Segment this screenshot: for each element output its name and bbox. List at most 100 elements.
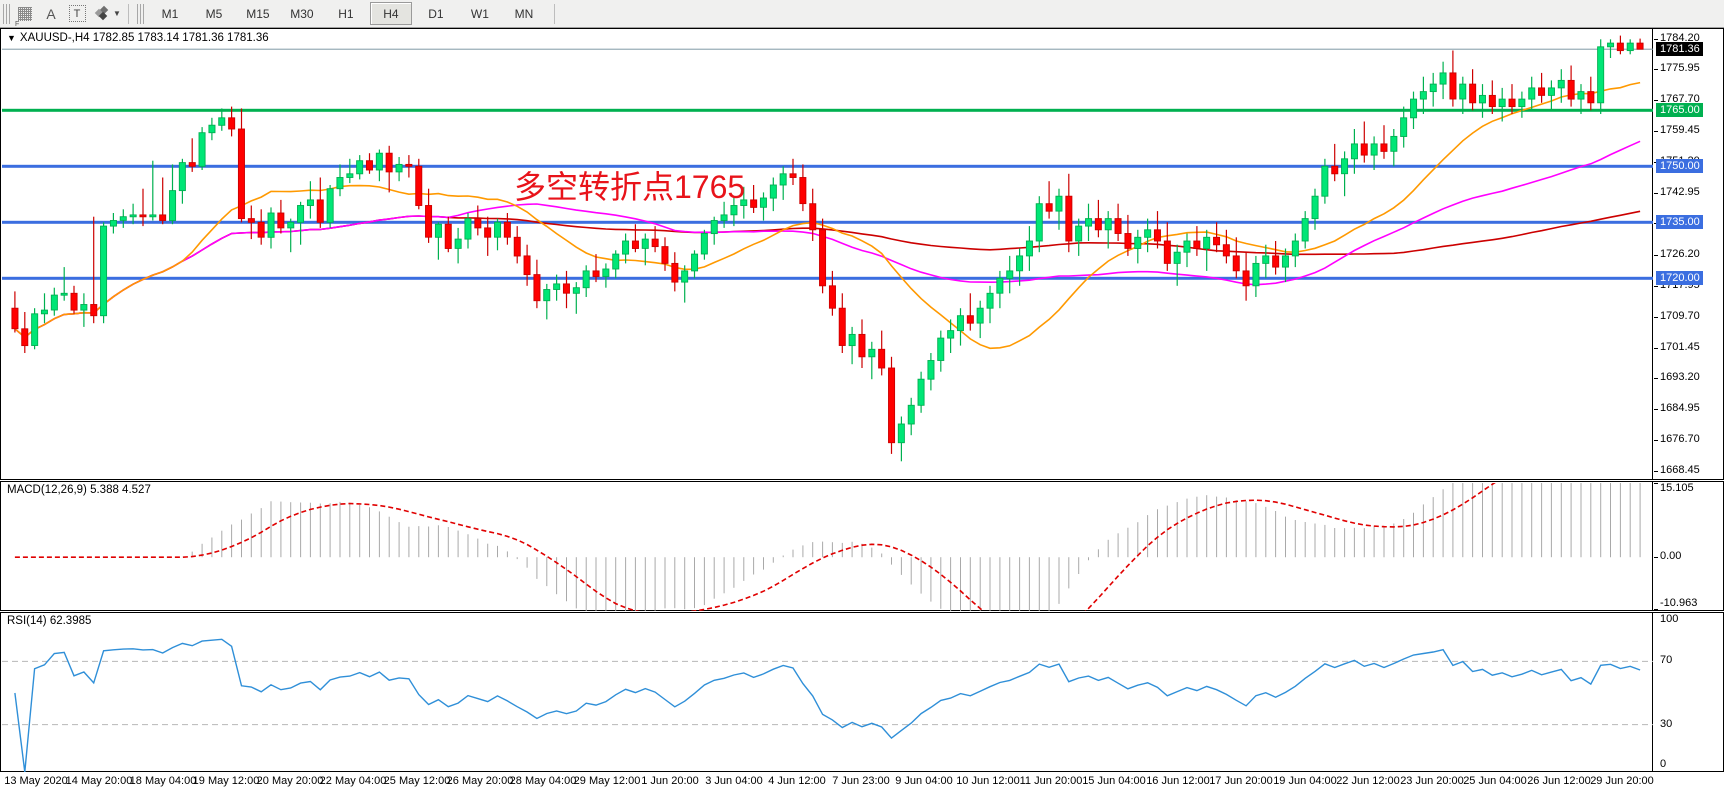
price-tick-label: 1676.70 [1660,433,1700,445]
price-tick-label: 1668.45 [1660,464,1700,476]
rsi-tick-label: 30 [1660,718,1673,730]
rsi-plot-area[interactable] [2,614,1653,772]
period-button-mn[interactable]: MN [514,6,534,21]
time-axis-label: 20 May 20:00 [256,775,324,787]
macd-panel[interactable]: 15.105 0.00 -10.963 MACD(12,26,9) 5.388 4.… [0,481,1724,611]
ma-mid-line [14,140,1641,339]
price-tick-mark [1654,409,1658,410]
period-button-m30[interactable]: M30 [290,6,314,21]
time-axis-label: 15 Jun 04:00 [1082,775,1146,787]
rsi-panel[interactable]: 100 70 30 0 RSI(14) 62.3985 [0,612,1724,772]
time-axis-label: 7 Jun 23:00 [832,775,890,787]
period-button-h4[interactable]: H4 [369,2,412,25]
period-button-d1[interactable]: D1 [428,6,444,21]
macd-signal-line [14,483,1496,611]
price-tick-label: 1742.95 [1660,186,1700,198]
macd-axis: 15.105 0.00 -10.963 [1654,482,1723,610]
time-axis-label: 19 May 12:00 [192,775,260,787]
macd-header: MACD(12,26,9) 5.388 4.527 [7,484,151,496]
price-tick-mark [1654,440,1658,441]
time-axis: 13 May 2020 14 May 20:00 18 May 04:00 19 Ma… [0,773,1724,793]
toolbar: A T ▼ M1 M5 M15 M30 H1 H4 D1 W1 MN [0,0,1724,28]
time-axis-label: 22 Jun 12:00 [1336,775,1400,787]
time-axis-label: 3 Jun 04:00 [705,775,763,787]
price-axis-divider [1652,29,1653,479]
macd-plot-area[interactable] [2,483,1653,611]
toolbar-grip-2[interactable] [136,3,144,24]
price-tick-label: 1726.20 [1660,248,1700,260]
price-tick-label: 1775.95 [1660,62,1700,74]
time-axis-label: 26 Jun 12:00 [1527,775,1591,787]
time-axis-label: 28 May 04:00 [509,775,577,787]
price-tick-mark [1654,255,1658,256]
last-price-tag[interactable]: 1781.36 [1656,42,1703,56]
level-tag-1750[interactable]: 1750.00 [1656,159,1703,173]
time-axis-label: 29 May 12:00 [573,775,641,787]
price-chart-header: ▼ XAUUSD-,H4 1782.85 1783.14 1781.36 1781… [7,32,269,44]
rsi-header: RSI(14) 62.3985 [7,615,92,627]
rsi-series-svg [2,638,1653,772]
price-tick-mark [1654,471,1658,472]
time-axis-label: 10 Jun 12:00 [956,775,1020,787]
price-tick-mark [1654,39,1658,40]
time-axis-label: 29 Jun 20:00 [1590,775,1654,787]
period-button-w1[interactable]: W1 [470,6,489,21]
text-box-icon[interactable]: T [64,2,90,25]
price-chart-header-text: XAUUSD-,H4 1782.85 1783.14 1781.36 1781.… [19,32,269,44]
level-tag-1720[interactable]: 1720.00 [1656,271,1703,285]
time-axis-label: 17 Jun 20:00 [1209,775,1273,787]
price-tick-mark [1654,317,1658,318]
time-axis-label: 16 Jun 12:00 [1146,775,1210,787]
ma-fast-line [14,81,1641,350]
price-tick-mark [1654,193,1658,194]
macd-tick-mark [1654,557,1658,558]
macd-tick-mark [1654,609,1658,610]
time-axis-label: 14 May 20:00 [65,775,133,787]
time-axis-label: 18 May 04:00 [129,775,197,787]
price-tick-label: 1684.95 [1660,402,1700,414]
price-tick-label: 1709.70 [1660,310,1700,322]
toolbar-grip-1[interactable] [3,3,10,24]
rsi-line [14,638,1641,772]
period-button-m1[interactable]: M1 [161,6,179,21]
price-plot-area[interactable] [2,30,1653,480]
price-chart-panel[interactable]: 1784.201775.951767.701759.451751.201742.… [0,28,1724,480]
price-tick-label: 1693.20 [1660,371,1700,383]
macd-tick-label: 15.105 [1660,482,1694,494]
rsi-tick-label: 0 [1660,758,1667,770]
price-tick-label: 1767.70 [1660,93,1700,105]
macd-axis-divider [1652,482,1653,610]
price-axis[interactable]: 1784.201775.951767.701759.451751.201742.… [1654,29,1723,479]
time-axis-label: 25 Jun 04:00 [1463,775,1527,787]
period-button-group: M1 M5 M15 M30 H1 H4 D1 W1 MN [150,2,544,25]
time-axis-label: 25 May 12:00 [383,775,451,787]
text-label-icon[interactable]: A [46,5,56,22]
time-axis-label: 22 May 04:00 [319,775,387,787]
price-tick-label: 1759.45 [1660,124,1700,136]
crosshair-grid-icon[interactable] [12,2,38,28]
level-tag-1735[interactable]: 1735.00 [1656,215,1703,229]
time-axis-label: 13 May 2020 [4,775,68,787]
time-axis-label: 9 Jun 04:00 [895,775,953,787]
period-button-h1[interactable]: H1 [338,6,354,21]
collapse-caret-icon[interactable]: ▼ [7,33,16,43]
price-tick-label: 1701.45 [1660,341,1700,353]
macd-tick-label: -10.963 [1660,597,1698,609]
price-tick-label: 1784.20 [1660,32,1700,44]
time-axis-label: 23 Jun 20:00 [1400,775,1464,787]
macd-series-svg [14,483,1641,611]
macd-tick-mark [1654,483,1658,484]
level-tag-1765[interactable]: 1765.00 [1656,103,1703,117]
macd-tick-label: 0.00 [1660,550,1682,562]
price-tick-mark [1654,378,1658,379]
price-series-svg [2,35,1653,462]
rsi-tick-label: 70 [1660,654,1673,666]
price-tick-mark [1654,286,1658,287]
time-axis-label: 26 May 20:00 [446,775,514,787]
toolbar-divider-1 [127,3,129,24]
price-tick-mark [1654,131,1658,132]
rsi-axis: 100 70 30 0 [1654,613,1723,771]
period-button-m5[interactable]: M5 [205,6,223,21]
drawing-objects-dropdown-icon[interactable]: ▼ [113,9,121,18]
period-button-m15[interactable]: M15 [246,6,270,21]
